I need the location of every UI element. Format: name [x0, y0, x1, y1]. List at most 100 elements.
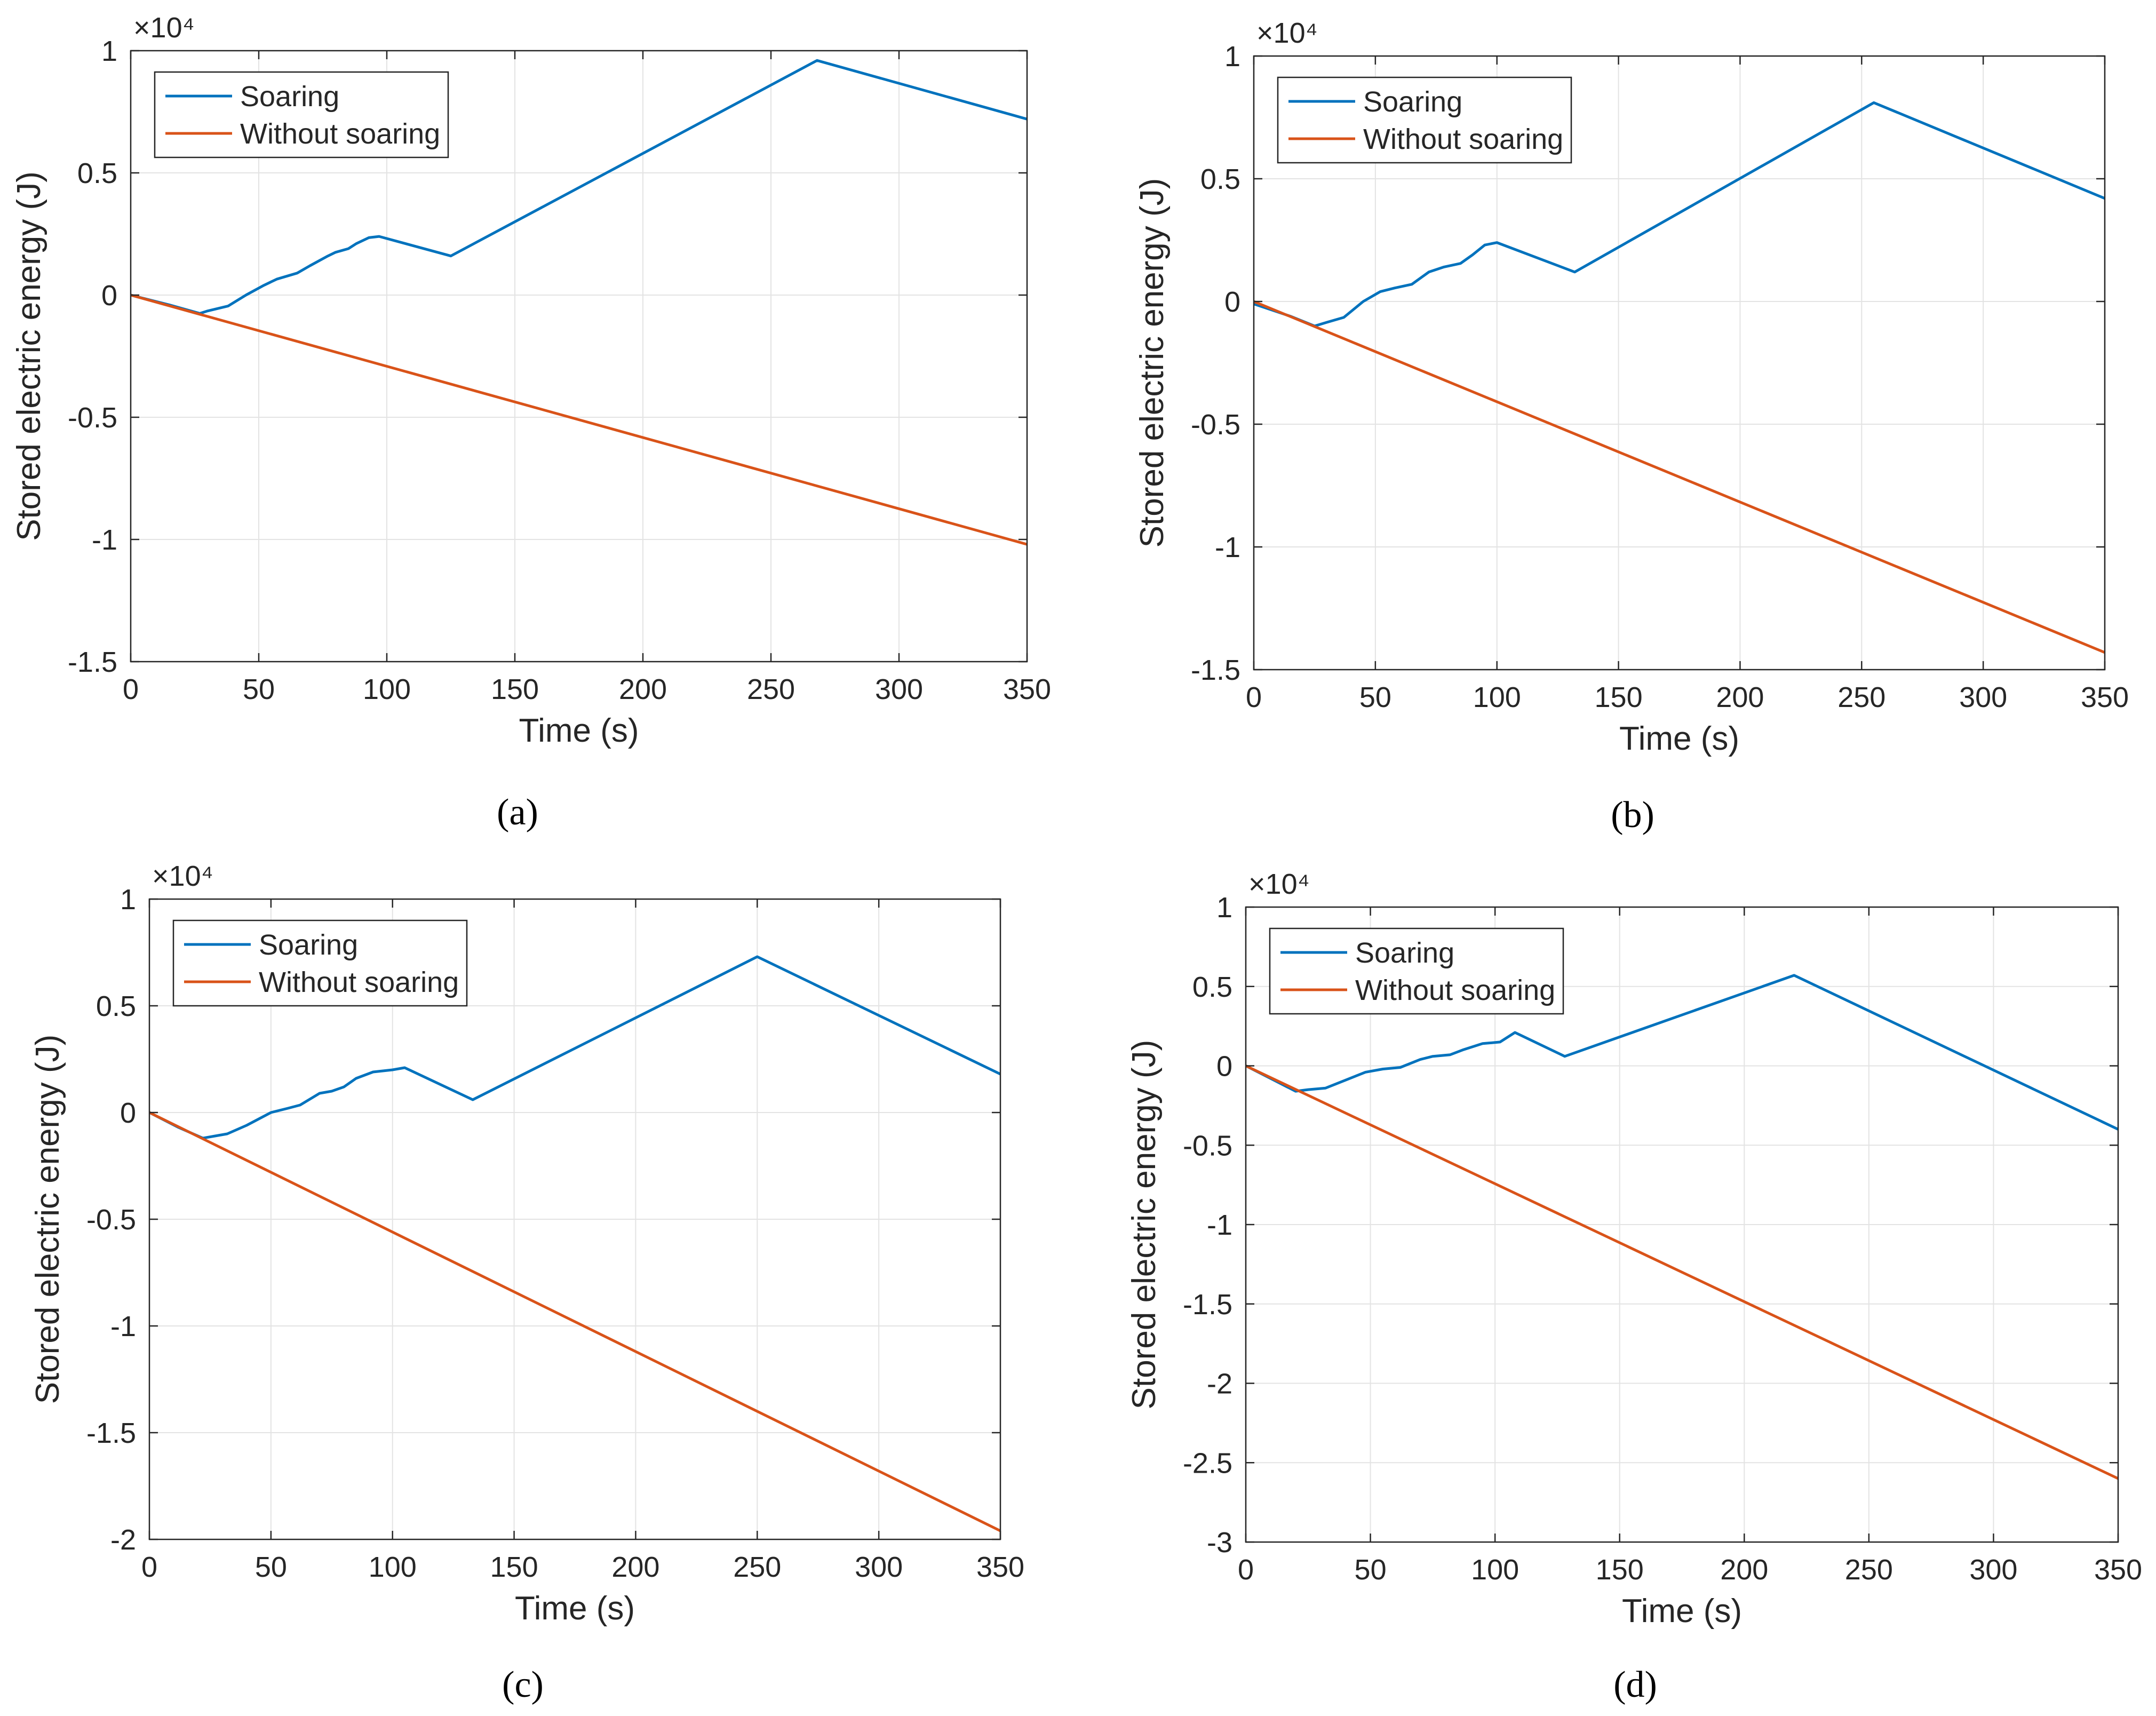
legend: Soaring Without soaring	[172, 919, 468, 1007]
chart-panel-b: 0 50 100 150 200 250 300 350 -1.5 -1 -0.5 0 0.5 1 ×10⁴…	[1134, 17, 2129, 836]
series-line-soaring	[149, 955, 1000, 1140]
series-group	[149, 955, 1000, 1532]
y-tick-label: -1	[1215, 531, 1240, 563]
legend-box	[154, 71, 449, 158]
x-tick-label: 300	[1969, 1554, 2017, 1586]
x-tick-label: 100	[1473, 681, 1521, 713]
y-tick-label: -1.5	[68, 646, 117, 678]
x-tick-label: 350	[2094, 1554, 2142, 1586]
x-tick-label: 250	[1837, 681, 1885, 713]
x-tick-label: 250	[733, 1551, 781, 1583]
x-axis-label: Time (s)	[519, 712, 639, 749]
panel-label: (b)	[1611, 795, 1654, 836]
legend-box	[1277, 76, 1572, 164]
x-axis-label: Time (s)	[515, 1590, 635, 1627]
chart-panel-c: 0 50 100 150 200 250 300 350 -2 -1.5 -1 -0.5 0 0.5 1 ×1…	[29, 860, 1024, 1705]
x-tick-label: 250	[747, 673, 795, 705]
x-tick-label: 150	[1595, 681, 1643, 713]
y-tick-label: 0.5	[1200, 163, 1240, 195]
panel-label: (d)	[1613, 1664, 1657, 1705]
series-line-without-soaring	[131, 293, 1027, 546]
series-line-without-soaring	[1254, 300, 2105, 654]
y-tick-label: 0	[1216, 1051, 1232, 1083]
x-tick-label: 50	[243, 673, 275, 705]
y-tick-label: 1	[1224, 41, 1240, 73]
x-tick-label: 300	[855, 1551, 903, 1583]
series-group	[131, 59, 1027, 546]
x-tick-label: 250	[1845, 1554, 1893, 1586]
x-tick-label: 100	[1471, 1554, 1519, 1586]
y-tick-label: -1.5	[1191, 654, 1240, 686]
y-tick-label: 0.5	[77, 157, 117, 189]
panel-label: (a)	[497, 792, 538, 833]
y-tick-label: -0.5	[68, 402, 117, 434]
x-tick-label: 0	[1246, 681, 1262, 713]
x-tick-label: 350	[1003, 673, 1051, 705]
y-tick-label: -1.5	[1183, 1289, 1232, 1321]
y-tick-label: 1	[1216, 892, 1232, 924]
y-tick-label: -0.5	[1183, 1130, 1232, 1162]
legend-entry: Without soaring	[259, 966, 459, 998]
legend: Soaring Without soaring	[154, 71, 449, 158]
series-group	[1246, 974, 2118, 1480]
y-tick-label: -2	[110, 1524, 136, 1556]
x-tick-label: 200	[1720, 1554, 1768, 1586]
series-line-without-soaring	[1246, 1064, 2118, 1480]
x-tick-label: 150	[1596, 1554, 1644, 1586]
x-tick-label: 150	[491, 673, 539, 705]
y-axis-label: Stored electric energy (J)	[1134, 178, 1171, 548]
y-axis-label: Stored electric energy (J)	[29, 1035, 66, 1404]
x-tick-label: 0	[123, 673, 139, 705]
x-tick-label: 200	[619, 673, 667, 705]
x-tick-label: 100	[369, 1551, 417, 1583]
chart-panel-a: 0 50 100 150 200 250 300 350 -1.5 -1 -0.5 0 0.5 1 ×10⁴…	[11, 12, 1051, 833]
y-tick-label: -1	[92, 524, 117, 556]
legend-entry: Without soaring	[240, 118, 440, 150]
y-tick-label: -2.5	[1183, 1447, 1232, 1479]
y-tick-label: -1.5	[86, 1417, 136, 1449]
x-tick-label: 300	[1959, 681, 2007, 713]
x-tick-label: 150	[490, 1551, 538, 1583]
y-axis-label: Stored electric energy (J)	[1126, 1040, 1163, 1410]
axes-box	[1253, 55, 2106, 671]
legend: Soaring Without soaring	[1277, 76, 1572, 164]
x-axis-label: Time (s)	[1622, 1593, 1742, 1630]
x-tick-label: 0	[1238, 1554, 1254, 1586]
y-exponent-label: ×10⁴	[133, 12, 195, 44]
y-tick-label: -1	[1207, 1209, 1232, 1241]
y-tick-label: 1	[101, 35, 117, 67]
y-exponent-label: ×10⁴	[152, 860, 213, 892]
y-tick-label: 0	[101, 280, 117, 312]
y-tick-label: -3	[1207, 1527, 1232, 1559]
y-tick-label: -0.5	[1191, 409, 1240, 441]
legend-box	[172, 919, 468, 1007]
x-tick-label: 50	[1355, 1554, 1387, 1586]
x-tick-label: 200	[1716, 681, 1764, 713]
x-axis-label: Time (s)	[1619, 720, 1739, 757]
y-exponent-label: ×10⁴	[1248, 868, 1310, 900]
series-line-soaring	[1254, 101, 2105, 328]
legend-entry: Soaring	[1363, 86, 1462, 118]
y-tick-label: -2	[1207, 1368, 1232, 1400]
legend-entry: Soaring	[259, 929, 358, 961]
x-tick-label: 0	[141, 1551, 157, 1583]
panel-label: (c)	[502, 1664, 544, 1705]
axes-box	[130, 50, 1028, 663]
legend-entry: Without soaring	[1363, 123, 1563, 155]
y-tick-label: -1	[110, 1310, 136, 1342]
x-tick-label: 100	[363, 673, 411, 705]
x-tick-label: 50	[1359, 681, 1391, 713]
legend-entry: Soaring	[1355, 937, 1454, 969]
y-tick-label: 1	[120, 884, 136, 916]
legend-entry: Without soaring	[1355, 974, 1555, 1006]
y-tick-label: 0.5	[96, 990, 136, 1022]
series-line-soaring	[1246, 974, 2118, 1131]
y-exponent-label: ×10⁴	[1256, 17, 1318, 49]
x-tick-label: 350	[976, 1551, 1024, 1583]
legend-box	[1269, 927, 1564, 1015]
series-line-without-soaring	[149, 1111, 1000, 1532]
x-tick-label: 200	[611, 1551, 659, 1583]
y-axis-label: Stored electric energy (J)	[11, 171, 47, 541]
x-tick-label: 300	[875, 673, 923, 705]
y-tick-label: 0.5	[1192, 971, 1232, 1003]
